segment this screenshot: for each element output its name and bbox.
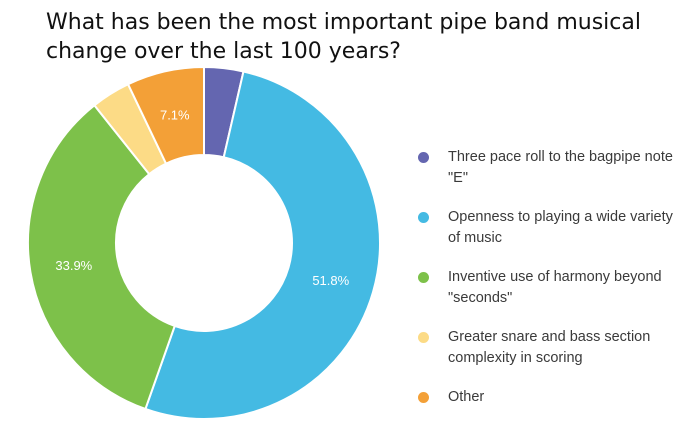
slice-other: [126, 65, 205, 165]
chart-title: What has been the most important pipe ba…: [46, 10, 641, 64]
legend-label: Openness to playing a wide variety of mu…: [448, 209, 673, 246]
legend-item-harmony: Inventive use of harmony beyond "seconds…: [418, 267, 688, 309]
legend-item-openness: Openness to playing a wide variety of mu…: [418, 207, 688, 249]
legend-label: Inventive use of harmony beyond "seconds…: [448, 269, 662, 306]
legend-item-other: Other: [418, 387, 688, 408]
legend-label: Three pace roll to the bagpipe note "E": [448, 149, 673, 186]
legend-swatch: [418, 272, 429, 283]
data-label-harmony: 33.9%: [55, 258, 92, 273]
legend-label: Other: [448, 389, 485, 405]
legend-item-three-pace-roll: Three pace roll to the bagpipe note "E": [418, 147, 688, 189]
data-label-other: 7.1%: [160, 107, 190, 122]
legend-item-snare-bass: Greater snare and bass section complexit…: [418, 327, 688, 369]
chart-legend: Three pace roll to the bagpipe note "E" …: [418, 147, 688, 426]
data-label-openness: 51.8%: [312, 273, 349, 288]
legend-label: Greater snare and bass section complexit…: [448, 329, 651, 366]
slice-harmony: [27, 103, 176, 411]
legend-swatch: [418, 212, 429, 223]
legend-swatch: [418, 152, 429, 163]
slice-openness: [144, 70, 381, 420]
legend-swatch: [418, 332, 429, 343]
legend-swatch: [418, 392, 429, 403]
